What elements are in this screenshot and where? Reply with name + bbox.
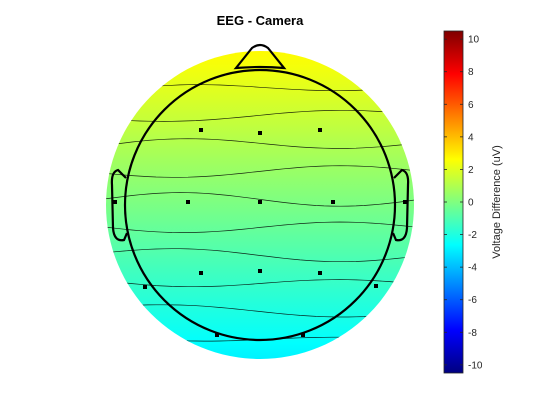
electrode-marker — [199, 128, 203, 132]
electrode-marker — [318, 271, 322, 275]
colorbar-gradient — [444, 31, 463, 373]
colorbar: 10 8 6 4 2 0 -2 -4 -6 -8 -10 Voltage Difference (u… — [443, 30, 503, 374]
voltage-field — [106, 51, 414, 359]
electrode-marker — [374, 284, 378, 288]
electrode-markers — [113, 128, 407, 337]
electrode-marker — [258, 131, 262, 135]
colorbar-tick-label: -6 — [468, 295, 477, 306]
colorbar-tick-label: -2 — [468, 230, 477, 241]
electrode-marker — [331, 200, 335, 204]
electrode-marker — [258, 269, 262, 273]
contour-line — [106, 138, 414, 149]
contour-line — [106, 192, 414, 207]
left-ear-outline — [110, 168, 129, 242]
electrode-marker — [318, 128, 322, 132]
colorbar-tick-label: 10 — [468, 35, 480, 46]
colorbar-tick-label: -8 — [468, 328, 477, 339]
colorbar-ticks: 10 8 6 4 2 0 -2 -4 -6 -8 -10 — [444, 35, 483, 371]
electrode-marker — [186, 200, 190, 204]
contour-line — [106, 165, 414, 178]
nose-outline — [233, 43, 287, 70]
head-outline — [110, 43, 410, 342]
colorbar-label: Voltage Difference (uV) — [491, 145, 503, 259]
electrode-marker — [403, 200, 407, 204]
chart-title: EEG - Camera — [217, 13, 304, 28]
topographic-map — [106, 51, 414, 359]
colorbar-tick-label: 0 — [468, 198, 474, 209]
colorbar-tick-label: -10 — [468, 360, 483, 371]
electrode-marker — [301, 333, 305, 337]
scalp-circle — [123, 68, 397, 342]
colorbar-tick-label: 4 — [468, 132, 474, 143]
electrode-marker — [258, 200, 262, 204]
electrode-marker — [143, 285, 147, 289]
colorbar-tick-label: 2 — [468, 165, 474, 176]
electrode-marker — [199, 271, 203, 275]
colorbar-tick-label: -4 — [468, 263, 477, 274]
right-ear-outline — [391, 168, 410, 242]
contour-line — [106, 279, 414, 288]
contour-line — [106, 221, 414, 233]
electrode-marker — [113, 200, 117, 204]
electrode-marker — [215, 333, 219, 337]
contour-line — [106, 248, 414, 263]
colorbar-tick-label: 8 — [468, 67, 474, 78]
colorbar-tick-label: 6 — [468, 100, 474, 111]
